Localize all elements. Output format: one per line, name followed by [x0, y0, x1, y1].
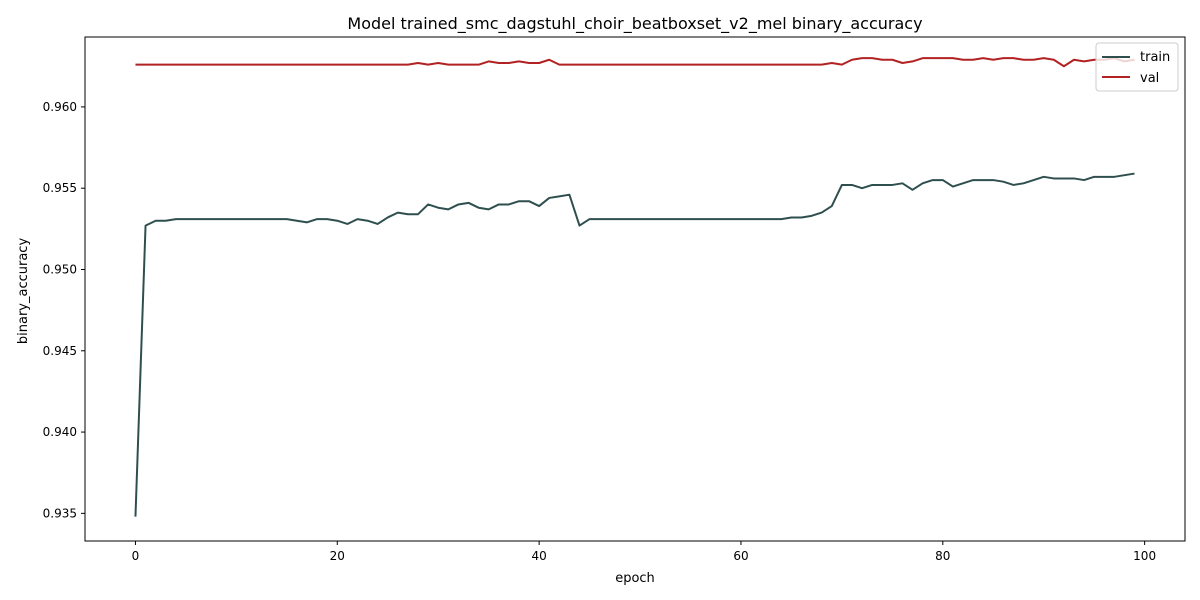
chart-title: Model trained_smc_dagstuhl_choir_beatbox… — [347, 14, 922, 34]
x-tick-label: 100 — [1133, 549, 1156, 563]
y-tick-label: 0.955 — [43, 181, 77, 195]
plot-area — [84, 36, 1186, 542]
y-axis-ticks: 0.935 0.940 0.945 0.950 0.955 0.960 — [43, 100, 85, 520]
y-axis-label: binary_accuracy — [16, 238, 31, 345]
y-tick-label: 0.940 — [43, 425, 77, 439]
y-tick-label: 0.950 — [43, 262, 77, 276]
plot-frame — [84, 36, 1186, 542]
x-tick-label: 80 — [935, 549, 950, 563]
y-tick-label: 0.935 — [43, 506, 77, 520]
x-tick-label: 20 — [330, 549, 345, 563]
x-tick-label: 0 — [132, 549, 140, 563]
x-tick-label: 40 — [531, 549, 546, 563]
legend-label-train: train — [1140, 50, 1170, 65]
series-line-train — [134, 172, 1135, 517]
x-axis-label: epoch — [615, 571, 655, 586]
x-axis-ticks: 0 20 40 60 80 100 — [132, 541, 1156, 563]
series-line-val — [135, 57, 1135, 68]
legend-label-val: val — [1140, 71, 1159, 86]
series-layer — [134, 57, 1135, 517]
y-tick-label: 0.960 — [43, 100, 77, 114]
legend: train val — [1095, 42, 1179, 92]
x-tick-label: 60 — [733, 549, 748, 563]
legend-box — [1095, 42, 1179, 92]
y-tick-label: 0.945 — [43, 344, 77, 358]
